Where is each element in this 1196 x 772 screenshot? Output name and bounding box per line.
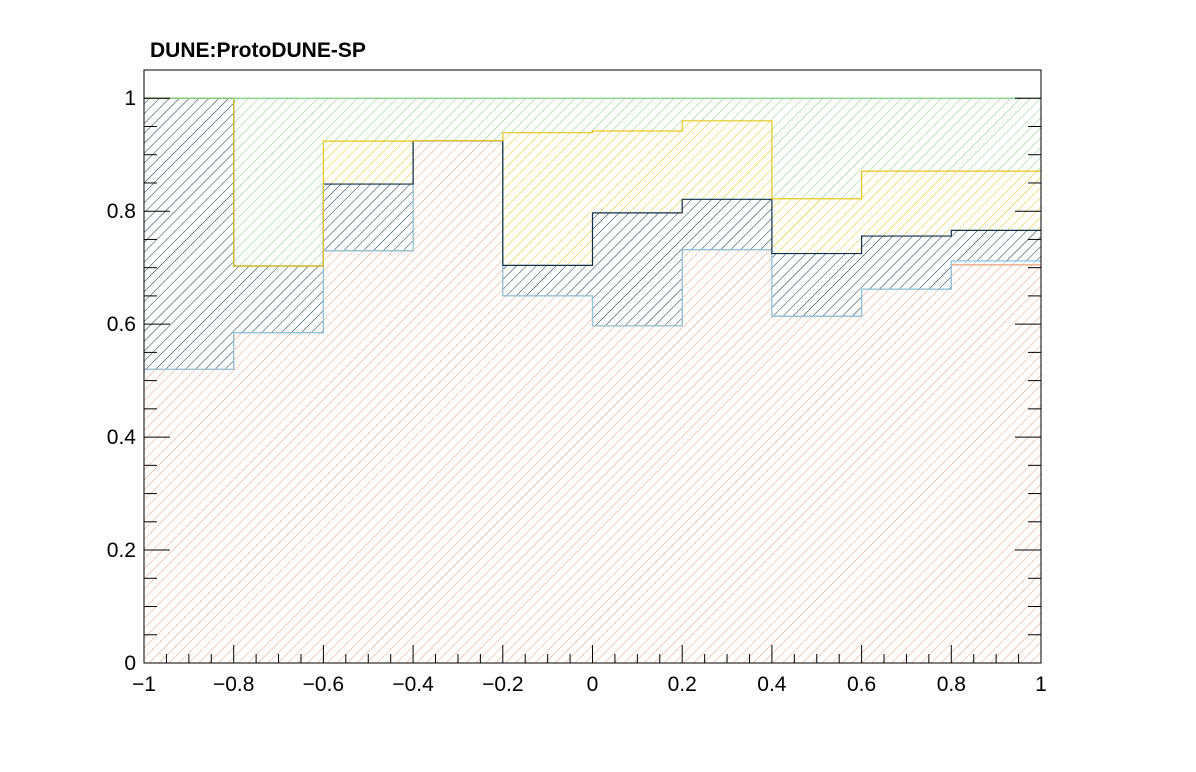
x-tick-label: −0.6 [303, 673, 344, 696]
bar-series-4-bin-1 [233, 98, 324, 266]
y-tick-label: 0.2 [107, 539, 136, 562]
bar-series-2-bin-2 [323, 184, 414, 251]
bar-series-1-bin-9 [951, 260, 1041, 265]
bar-series-4-bin-8 [861, 98, 952, 172]
bar-series-0-bin-6 [682, 249, 772, 663]
bar-series-4-bin-4 [502, 98, 593, 133]
y-tick-label: 0.8 [107, 200, 136, 223]
x-tick-label: −1 [132, 673, 156, 696]
bar-series-0-bin-9 [951, 264, 1041, 663]
x-tick-label: −0.4 [392, 673, 434, 696]
x-tick-label: 0.4 [757, 673, 787, 696]
bar-series-4-bin-5 [592, 98, 683, 131]
bar-series-0-bin-8 [861, 289, 952, 663]
y-tick-label: 0 [124, 652, 136, 675]
bar-series-2-bin-9 [951, 230, 1041, 261]
y-tick-label: 0.6 [107, 313, 136, 336]
bar-series-3-bin-9 [951, 171, 1041, 231]
bar-series-4-bin-3 [413, 98, 503, 141]
bar-series-2-bin-4 [502, 265, 593, 296]
bar-series-2-bin-1 [233, 265, 324, 333]
bar-series-2-bin-8 [861, 236, 952, 290]
bar-series-0-bin-1 [233, 332, 324, 663]
histogram-outlines [144, 97, 1041, 370]
bar-series-0-bin-4 [502, 295, 593, 663]
axis-tick-labels: −1 −0.8 −0.6 −0.4 −0.2 0 0.2 0.4 0.6 0.8 1 0 0.2 0.4 0… [107, 87, 1047, 696]
chart-title: DUNE:ProtoDUNE-SP [150, 39, 366, 62]
bar-series-3-bin-7 [771, 198, 862, 254]
x-tick-label: 0 [587, 673, 599, 696]
bar-series-2-bin-5 [592, 212, 683, 326]
x-tick-label: 0.6 [847, 673, 876, 696]
x-tick-label: 1 [1035, 673, 1047, 696]
bar-series-2-bin-7 [771, 253, 862, 317]
bar-series-0-bin-5 [592, 325, 683, 663]
bar-series-0-bin-0 [144, 369, 234, 663]
bar-series-4-bin-6 [682, 98, 772, 121]
x-tick-label: 0.8 [937, 673, 966, 696]
bar-series-4-bin-2 [323, 98, 414, 142]
bar-series-0-bin-3 [413, 140, 503, 664]
bar-series-3-bin-6 [682, 120, 772, 200]
y-tick-label: 0.4 [107, 426, 137, 449]
x-tick-label: −0.8 [213, 673, 254, 696]
bar-series-0-bin-2 [323, 250, 414, 663]
histogram-bars [144, 98, 1041, 664]
bar-series-2-bin-0 [144, 98, 234, 370]
bar-series-3-bin-2 [323, 141, 414, 185]
bar-series-3-bin-4 [502, 132, 593, 266]
bar-series-3-bin-8 [861, 171, 952, 237]
x-tick-label: −0.2 [482, 673, 523, 696]
y-tick-label: 1 [124, 87, 136, 110]
series-1-outline [144, 139, 1041, 370]
axis-ticks [143, 69, 1042, 664]
bar-series-3-bin-5 [592, 130, 683, 213]
bar-series-0-bin-7 [771, 316, 862, 663]
bar-series-4-bin-9 [951, 98, 1041, 172]
x-tick-label: 0.2 [668, 673, 697, 696]
bar-series-2-bin-6 [682, 199, 772, 250]
bar-series-4-bin-7 [771, 98, 862, 199]
series-3-outline [144, 97, 1041, 267]
